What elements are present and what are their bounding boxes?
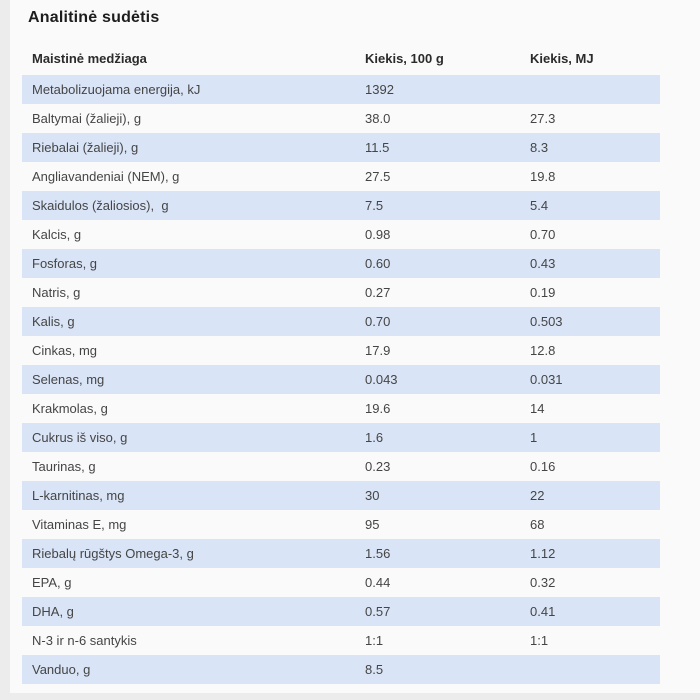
row-qty-100g-cell: 8.5: [365, 662, 384, 677]
row-nutrient-cell: N-3 ir n-6 santykis: [32, 633, 137, 648]
row-qty-100g-cell: 27.5: [365, 169, 391, 184]
row-nutrient-cell: Selenas, mg: [32, 372, 105, 387]
row-nutrient-cell: Kalcis, g: [32, 227, 82, 242]
row-nutrient-cell: Riebalai (žalieji), g: [32, 140, 139, 155]
nutrition-table: Maistinė medžiaga Kiekis, 100 g Kiekis, …: [22, 42, 660, 684]
table-body: Metabolizuojama energija, kJ 1392 Baltymai…: [22, 75, 660, 684]
page-title: Analitinė sudėtis: [28, 9, 160, 26]
table-row: DHA, g 0.57 0.41: [22, 597, 660, 626]
table-row: Krakmolas, g 19.6 14: [22, 394, 660, 423]
table-row: Vitaminas E, mg 95 68: [22, 510, 660, 539]
table-row: Skaidulos (žaliosios), g 7.5 5.4: [22, 191, 660, 220]
row-qty-mj-cell: 0.41: [530, 604, 556, 619]
table-row: Cukrus iš viso, g 1.6 1: [22, 423, 660, 452]
row-qty-mj-cell: 0.031: [530, 372, 563, 387]
table-row: Kalis, g 0.70 0.503: [22, 307, 660, 336]
row-qty-mj-cell: 0.16: [530, 459, 556, 474]
row-qty-mj-cell: 1: [530, 430, 538, 445]
row-qty-100g-cell: 1392: [365, 82, 394, 97]
row-qty-100g-cell: 0.23: [365, 459, 391, 474]
row-nutrient-cell: Taurinas, g: [32, 459, 96, 474]
row-qty-100g-cell: 0.70: [365, 314, 391, 329]
row-nutrient-cell: Natris, g: [32, 285, 81, 300]
table-row: Fosforas, g 0.60 0.43: [22, 249, 660, 278]
row-qty-mj-cell: 0.70: [530, 227, 556, 242]
table-row: Taurinas, g 0.23 0.16: [22, 452, 660, 481]
table-row: EPA, g 0.44 0.32: [22, 568, 660, 597]
row-nutrient-cell: Vanduo, g: [32, 662, 91, 677]
table-row: Kalcis, g 0.98 0.70: [22, 220, 660, 249]
table-row: Natris, g 0.27 0.19: [22, 278, 660, 307]
row-qty-100g-cell: 0.57: [365, 604, 391, 619]
row-nutrient-cell: Cinkas, mg: [32, 343, 98, 358]
table-row: L-karnitinas, mg 30 22: [22, 481, 660, 510]
column-header-qty-mj: Kiekis, MJ: [530, 51, 594, 66]
row-qty-mj-cell: 8.3: [530, 140, 549, 155]
table-header: Maistinė medžiaga Kiekis, 100 g Kiekis, …: [22, 42, 660, 75]
row-qty-mj-cell: 14: [530, 401, 545, 416]
row-qty-mj-cell: 1.12: [530, 546, 556, 561]
row-qty-100g-cell: 1.6: [365, 430, 384, 445]
row-nutrient-cell: Fosforas, g: [32, 256, 98, 271]
row-qty-100g-cell: 7.5: [365, 198, 384, 213]
row-qty-mj-cell: 0.19: [530, 285, 556, 300]
row-qty-mj-cell: 1:1: [530, 633, 549, 648]
row-qty-100g-cell: 11.5: [365, 140, 390, 155]
table-row: Riebalai (žalieji), g 11.5 8.3: [22, 133, 660, 162]
row-qty-100g-cell: 0.27: [365, 285, 391, 300]
row-qty-mj-cell: 68: [530, 517, 545, 532]
row-qty-100g-cell: 1.56: [365, 546, 391, 561]
table-row: N-3 ir n-6 santykis 1:1 1:1: [22, 626, 660, 655]
column-header-nutrient: Maistinė medžiaga: [32, 51, 147, 66]
row-nutrient-cell: Skaidulos (žaliosios), g: [32, 198, 169, 213]
row-qty-100g-cell: 17.9: [365, 343, 391, 358]
table-row: Cinkas, mg 17.9 12.8: [22, 336, 660, 365]
row-qty-100g-cell: 95: [365, 517, 380, 532]
row-qty-100g-cell: 0.98: [365, 227, 391, 242]
table-row: Angliavandeniai (NEM), g 27.5 19.8: [22, 162, 660, 191]
row-nutrient-cell: L-karnitinas, mg: [32, 488, 125, 503]
row-qty-mj-cell: 0.43: [530, 256, 556, 271]
row-qty-mj-cell: 5.4: [530, 198, 549, 213]
row-nutrient-cell: Vitaminas E, mg: [32, 517, 127, 532]
content-card: Analitinė sudėtis Maistinė medžiaga Kiek…: [10, 0, 700, 693]
table-row: Baltymai (žalieji), g 38.0 27.3: [22, 104, 660, 133]
row-qty-100g-cell: 1:1: [365, 633, 384, 648]
row-qty-100g-cell: 30: [365, 488, 380, 503]
row-nutrient-cell: EPA, g: [32, 575, 72, 590]
row-qty-mj-cell: 27.3: [530, 111, 556, 126]
row-nutrient-cell: Cukrus iš viso, g: [32, 430, 128, 445]
table-row: Selenas, mg 0.043 0.031: [22, 365, 660, 394]
row-nutrient-cell: Metabolizuojama energija, kJ: [32, 82, 201, 97]
row-nutrient-cell: Angliavandeniai (NEM), g: [32, 169, 180, 184]
row-nutrient-cell: Kalis, g: [32, 314, 75, 329]
row-qty-mj-cell: 19.8: [530, 169, 556, 184]
row-qty-mj-cell: 0.32: [530, 575, 556, 590]
column-header-qty-100g: Kiekis, 100 g: [365, 51, 444, 66]
table-row: Vanduo, g 8.5: [22, 655, 660, 684]
table-row: Riebalų rūgštys Omega-3, g 1.56 1.12: [22, 539, 660, 568]
row-qty-100g-cell: 0.043: [365, 372, 398, 387]
row-nutrient-cell: Krakmolas, g: [32, 401, 108, 416]
row-qty-mj-cell: 0.503: [530, 314, 563, 329]
row-qty-100g-cell: 38.0: [365, 111, 391, 126]
row-qty-mj-cell: 22: [530, 488, 545, 503]
row-qty-100g-cell: 0.44: [365, 575, 391, 590]
table-row: Metabolizuojama energija, kJ 1392: [22, 75, 660, 104]
row-qty-100g-cell: 0.60: [365, 256, 391, 271]
row-qty-100g-cell: 19.6: [365, 401, 391, 416]
row-nutrient-cell: Baltymai (žalieji), g: [32, 111, 142, 126]
row-nutrient-cell: Riebalų rūgštys Omega-3, g: [32, 546, 194, 561]
row-nutrient-cell: DHA, g: [32, 604, 74, 619]
row-qty-mj-cell: 12.8: [530, 343, 556, 358]
